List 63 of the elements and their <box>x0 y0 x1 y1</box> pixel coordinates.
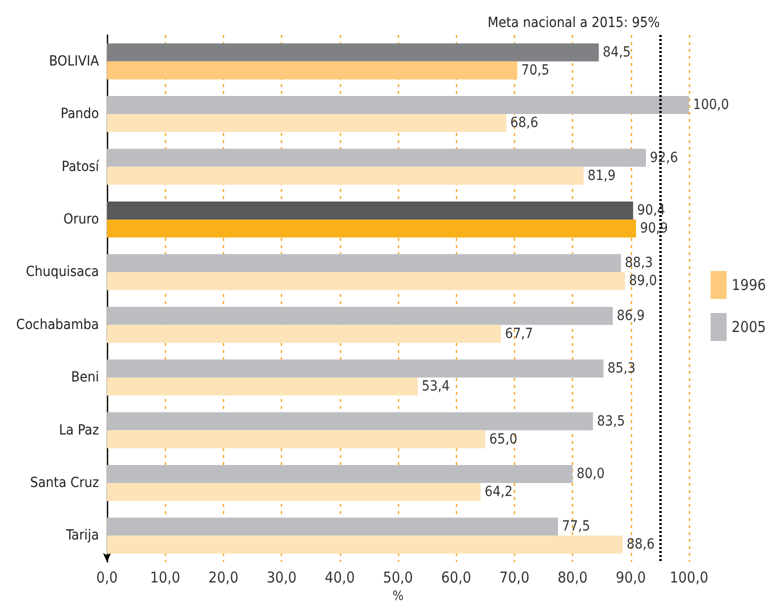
x-tick-label: 70,0 <box>499 568 530 586</box>
bar <box>107 166 584 185</box>
bar <box>107 536 623 554</box>
data-label: 84,5 <box>602 44 631 60</box>
data-label: 88,6 <box>626 536 655 553</box>
bar <box>107 518 558 536</box>
x-tick-label: 90,0 <box>616 568 646 586</box>
x-tick-label: 20,0 <box>208 568 238 586</box>
data-label: 100,0 <box>693 97 730 114</box>
bar <box>107 482 481 501</box>
bar <box>107 306 613 325</box>
ref-line-label: Meta nacional a 2015: 95% <box>488 15 660 31</box>
bar <box>107 201 634 220</box>
x-tick-label: 0,0 <box>96 568 118 586</box>
data-label: 70,5 <box>521 62 550 78</box>
x-tick-label: 10,0 <box>150 568 180 586</box>
data-label: 77,5 <box>562 518 590 535</box>
y-tick-label: Oruro <box>63 211 100 228</box>
x-tick-label: 40,0 <box>324 568 355 586</box>
data-label: 67,7 <box>505 326 534 342</box>
data-label: 86,9 <box>616 308 645 324</box>
bar <box>107 96 689 114</box>
x-tick-label: 100,0 <box>670 568 708 586</box>
y-tick-label: Patosí <box>62 158 100 175</box>
x-tick-label: 80,0 <box>558 568 588 586</box>
x-tick-label: 60,0 <box>441 568 472 586</box>
data-label: 83,5 <box>596 413 626 430</box>
data-label: 68,6 <box>510 115 538 132</box>
y-tick-label: La Paz <box>58 422 100 438</box>
legend-label: 2005 <box>732 318 766 336</box>
y-tick-label: Santa Cruz <box>30 474 100 491</box>
data-label: 88,3 <box>624 255 653 272</box>
y-tick-label: Pando <box>60 106 100 122</box>
x-tick-label: 50,0 <box>382 568 414 586</box>
bar <box>107 412 593 430</box>
bar <box>107 430 486 448</box>
data-label: 64,2 <box>484 484 513 500</box>
x-axis-title: % <box>392 588 404 604</box>
bar <box>107 360 604 378</box>
bar <box>107 378 418 396</box>
bar <box>107 43 599 62</box>
bar <box>107 148 646 167</box>
y-tick-label: Beni <box>71 370 99 386</box>
data-label: 81,9 <box>588 168 616 184</box>
data-label: 89,0 <box>628 273 658 290</box>
data-label: 65,0 <box>489 431 518 448</box>
data-label: 80,0 <box>576 466 605 482</box>
data-label: 53,4 <box>422 378 450 395</box>
bar <box>107 272 625 290</box>
y-tick-label: Tarija <box>65 528 99 544</box>
legend-label: 1996 <box>732 276 766 294</box>
y-tick-label: Cochabamba <box>16 316 99 333</box>
y-tick-label: BOLIVIA <box>49 53 100 70</box>
data-label: 90,9 <box>640 220 668 236</box>
data-label: 90,4 <box>637 202 666 218</box>
bar <box>107 61 518 80</box>
bar <box>107 114 506 132</box>
y-tick-label: Chuquisaca <box>26 264 99 280</box>
x-tick-label: 30,0 <box>266 568 297 586</box>
bar <box>107 254 621 272</box>
bar <box>107 324 502 343</box>
bar <box>107 464 573 483</box>
data-label: 85,3 <box>607 360 636 377</box>
